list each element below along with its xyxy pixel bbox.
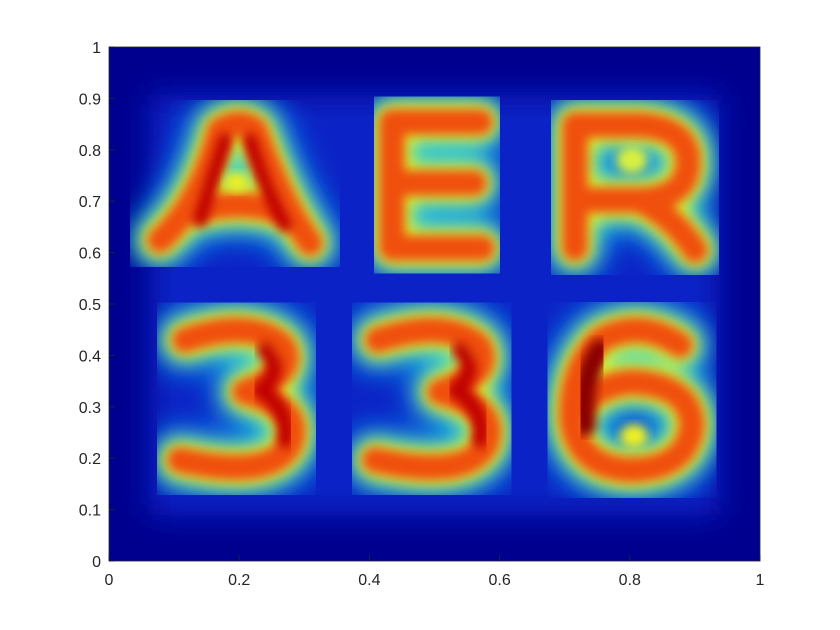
y-tick-label: 0.7 — [79, 194, 101, 211]
y-tick-label: 0.2 — [79, 451, 101, 468]
y-axis: 0 0.1 0.2 0.3 0.4 0.5 0.6 0.7 0.8 0.9 1 — [79, 40, 115, 571]
y-tick-label: 0.8 — [79, 143, 101, 160]
y-tick-label: 0.6 — [79, 246, 101, 263]
y-tick-label: 0.3 — [79, 400, 101, 417]
y-tick-label: 0.9 — [79, 91, 101, 108]
x-axis: 0 0.2 0.4 0.6 0.8 1 — [105, 555, 765, 589]
digit-3-first-glyph — [151, 301, 322, 497]
digit-6-glyph — [542, 301, 721, 499]
x-tick-label: 0 — [105, 572, 114, 589]
y-tick-label: 0.5 — [79, 297, 101, 314]
letter-e-glyph — [363, 93, 511, 277]
x-tick-label: 0.2 — [228, 572, 250, 589]
y-tick-label: 0 — [92, 554, 101, 571]
x-tick-label: 0.8 — [619, 572, 641, 589]
x-tick-label: 0.4 — [358, 572, 380, 589]
y-tick-label: 0.1 — [79, 503, 101, 520]
digit-3-second-glyph — [346, 301, 518, 497]
plot-area — [109, 47, 760, 561]
letter-r-glyph — [546, 96, 724, 279]
y-tick-label: 0.4 — [79, 348, 101, 365]
letter-a-glyph — [131, 95, 339, 272]
x-tick-label: 0.6 — [488, 572, 510, 589]
x-tick-label: 1 — [756, 572, 765, 589]
y-tick-label: 1 — [92, 40, 101, 57]
